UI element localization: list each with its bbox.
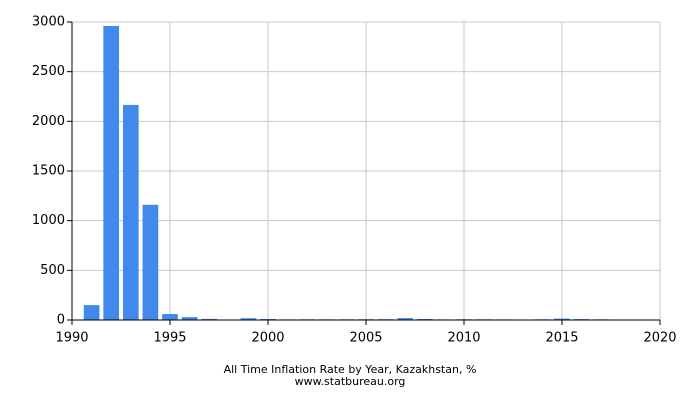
x-tick-label: 2005 bbox=[349, 331, 382, 346]
bar bbox=[84, 305, 100, 320]
x-tick-label: 2020 bbox=[643, 331, 676, 346]
y-tick-label: 2000 bbox=[32, 114, 65, 129]
x-tick-label: 2000 bbox=[251, 331, 284, 346]
y-tick-label: 500 bbox=[40, 263, 65, 278]
x-tick-label: 1995 bbox=[153, 331, 186, 346]
y-tick-label: 0 bbox=[57, 313, 65, 328]
bar bbox=[143, 205, 159, 320]
y-tick-label: 1000 bbox=[32, 213, 65, 228]
bar bbox=[123, 105, 139, 320]
y-tick-label: 1500 bbox=[32, 164, 65, 179]
x-tick-label: 1990 bbox=[55, 331, 88, 346]
y-tick-label: 2500 bbox=[32, 64, 65, 79]
bar bbox=[162, 314, 178, 320]
chart-source: www.statbureau.org bbox=[295, 375, 406, 388]
y-tick-label: 3000 bbox=[32, 15, 65, 30]
x-tick-label: 2015 bbox=[545, 331, 578, 346]
bar bbox=[103, 26, 119, 320]
x-tick-label: 2010 bbox=[447, 331, 480, 346]
